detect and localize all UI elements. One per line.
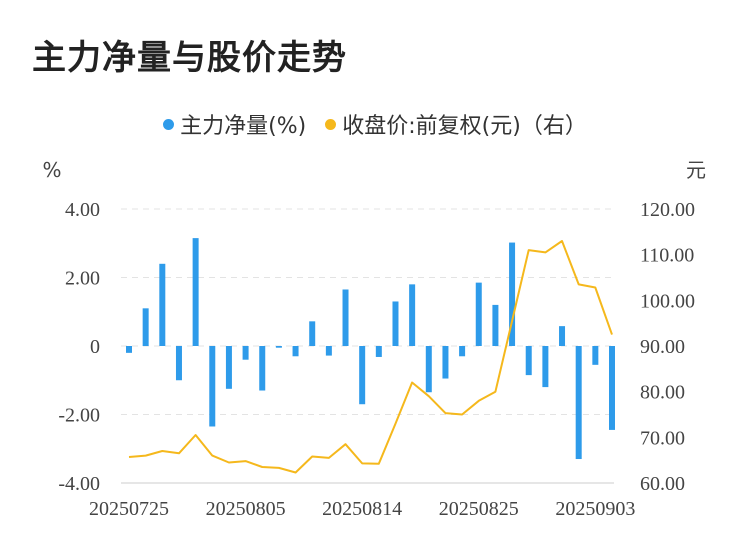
- bar: [442, 346, 449, 379]
- bar: [159, 263, 166, 346]
- bar: [209, 346, 216, 427]
- bar: [409, 284, 416, 346]
- bar: [309, 321, 316, 346]
- bar: [475, 282, 482, 346]
- x-tick-label: 20250725: [89, 498, 169, 520]
- bar: [126, 346, 132, 353]
- right-tick-label: 120.00: [640, 199, 695, 221]
- right-axis-unit: 元: [686, 158, 706, 182]
- bar: [509, 242, 516, 346]
- left-tick-label: -2.00: [58, 405, 100, 427]
- bar: [242, 346, 249, 360]
- right-tick-label: 90.00: [640, 336, 685, 358]
- legend-item-net-volume[interactable]: 主力净量(%): [163, 108, 306, 140]
- close-price-line: [128, 240, 613, 474]
- bar: [492, 304, 499, 346]
- left-tick-label: 2.00: [65, 268, 100, 290]
- bar: [609, 346, 615, 430]
- left-axis-unit: %: [42, 158, 61, 182]
- right-tick-label: 80.00: [640, 382, 685, 404]
- legend-label-close-price: 收盘价:前复权(元)（右）: [342, 114, 587, 139]
- bar: [559, 326, 566, 346]
- right-tick-label: 70.00: [640, 427, 685, 449]
- left-tick-label: 0: [90, 336, 100, 358]
- bar: [175, 346, 182, 381]
- bar: [575, 346, 582, 460]
- right-tick-label: 100.00: [640, 290, 695, 312]
- bar: [342, 289, 349, 346]
- right-tick-label: 110.00: [640, 245, 694, 267]
- left-tick-label: -4.00: [58, 473, 100, 495]
- right-tick-label: 60.00: [640, 473, 685, 495]
- chart-title: 主力净量与股价走势: [32, 38, 347, 78]
- bar: [375, 346, 382, 357]
- bar: [325, 346, 332, 356]
- legend-marker-close-price: [325, 118, 337, 130]
- legend-marker-net-volume: [163, 118, 175, 130]
- legend-item-close-price[interactable]: 收盘价:前复权(元)（右）: [325, 108, 587, 140]
- bar: [425, 346, 432, 393]
- x-tick-label: 20250903: [555, 498, 635, 520]
- x-tick-label: 20250814: [322, 498, 402, 520]
- chart-legend: 主力净量(%) 收盘价:前复权(元)（右）: [0, 108, 750, 140]
- bar: [592, 346, 599, 365]
- x-tick-label: 20250805: [206, 498, 286, 520]
- bar: [225, 346, 232, 389]
- bar: [359, 346, 366, 405]
- bar: [525, 346, 532, 376]
- bar: [392, 301, 399, 346]
- legend-label-net-volume: 主力净量(%): [180, 114, 307, 139]
- bar: [459, 346, 466, 357]
- left-tick-label: 4.00: [65, 199, 100, 221]
- bar: [192, 238, 199, 346]
- bar: [259, 346, 266, 391]
- x-tick-label: 20250825: [439, 498, 519, 520]
- bar: [142, 308, 149, 346]
- bar: [292, 346, 299, 357]
- bar: [542, 346, 549, 388]
- bar: [275, 346, 282, 348]
